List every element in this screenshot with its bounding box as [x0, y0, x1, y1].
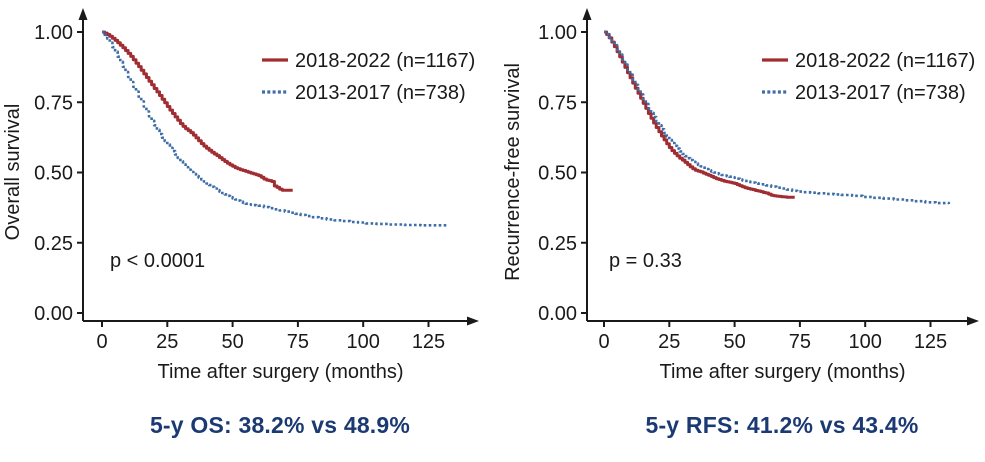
- y-tick-label: 0.00: [34, 303, 73, 325]
- y-tick-label: 1.00: [538, 22, 577, 44]
- recurrence-free-survival-chart: 0.00 0.25 0.50 0.75 1.00 0 25 50 75 100 125 Time af…: [502, 8, 979, 383]
- overall-survival-panel: 0.00 0.25 0.50 0.75 1.00 0 25 50 75 100 125 Time af…: [0, 0, 492, 462]
- legend-label: 2013-2017 (n=738): [795, 82, 966, 104]
- x-tick-label: 100: [347, 331, 380, 353]
- legend-label: 2018-2022 (n=1167): [295, 50, 475, 72]
- y-axis-arrow: [582, 8, 592, 20]
- overall-survival-chart: 0.00 0.25 0.50 0.75 1.00 0 25 50 75 100 125 Time af…: [2, 8, 479, 383]
- x-tick-label: 50: [723, 331, 745, 353]
- x-axis-arrow: [967, 316, 979, 326]
- p-value-label: p < 0.0001: [110, 250, 205, 272]
- survival-curve-2013-2017: [102, 30, 449, 227]
- x-axis-title: Time after surgery (months): [660, 361, 906, 383]
- x-tick-label: 75: [287, 331, 309, 353]
- y-axis-title: Overall survival: [2, 104, 24, 241]
- y-tick-label: 0.25: [538, 233, 577, 255]
- os-summary-caption: 5-y OS: 38.2% vs 48.9%: [149, 412, 411, 438]
- y-axis-title: Recurrence-free survival: [502, 63, 524, 281]
- y-tick-label: 0.75: [538, 92, 577, 114]
- p-value-label: p = 0.33: [609, 250, 682, 272]
- y-tick-label: 0.75: [34, 92, 73, 114]
- rfs-summary-caption: 5-y RFS: 41.2% vs 43.4%: [645, 412, 919, 438]
- survival-curve-2018-2022: [604, 30, 795, 199]
- x-tick-label: 50: [221, 331, 243, 353]
- x-tick-label: 25: [156, 331, 178, 353]
- legend-label: 2013-2017 (n=738): [295, 82, 466, 104]
- x-axis-arrow: [467, 316, 479, 326]
- legend-label: 2018-2022 (n=1167): [795, 50, 975, 72]
- y-tick-label: 1.00: [34, 22, 73, 44]
- x-tick-label: 25: [658, 331, 680, 353]
- survival-curve-2018-2022: [102, 30, 293, 192]
- x-tick-label: 125: [412, 331, 445, 353]
- y-tick-label: 0.50: [34, 163, 73, 185]
- y-tick-label: 0.25: [34, 233, 73, 255]
- x-tick-label: 125: [914, 331, 947, 353]
- y-axis-arrow: [78, 8, 88, 20]
- x-tick-label: 0: [598, 331, 609, 353]
- x-axis-title: Time after surgery (months): [158, 361, 404, 383]
- x-tick-label: 75: [789, 331, 811, 353]
- y-tick-label: 0.00: [538, 303, 577, 325]
- x-tick-label: 0: [96, 331, 107, 353]
- y-tick-label: 0.50: [538, 163, 577, 185]
- recurrence-free-survival-panel: 0.00 0.25 0.50 0.75 1.00 0 25 50 75 100 125 Time af…: [492, 0, 984, 462]
- x-tick-label: 100: [849, 331, 882, 353]
- survival-curve-2013-2017: [604, 30, 951, 205]
